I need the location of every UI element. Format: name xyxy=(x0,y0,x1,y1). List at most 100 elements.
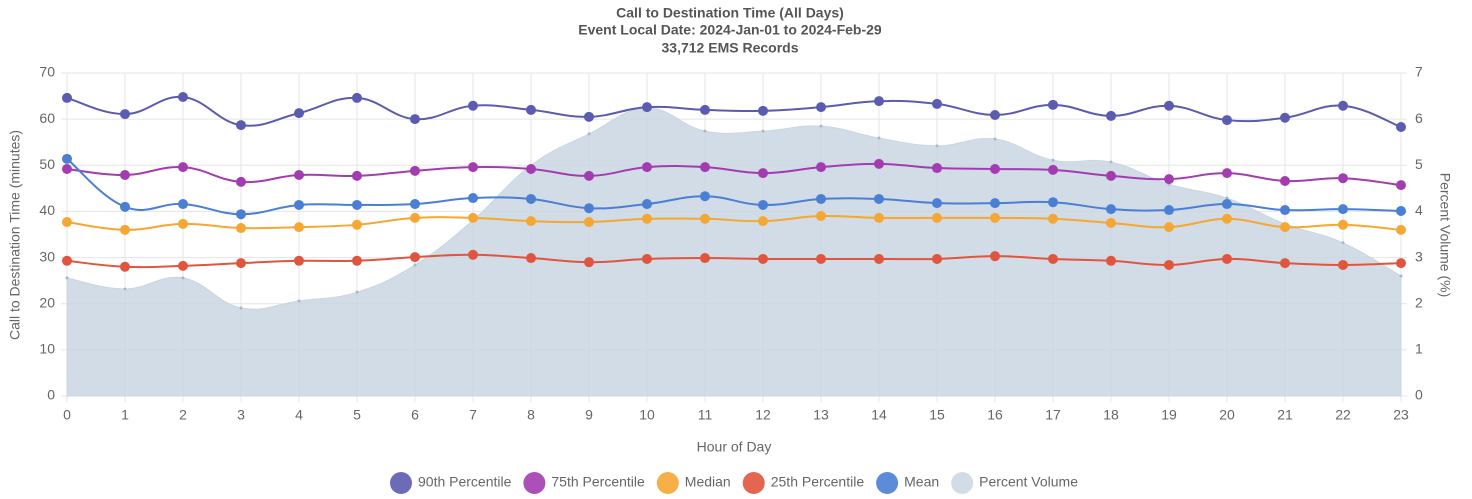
x-axis-label: Hour of Day xyxy=(697,439,772,455)
x-tick-label: 5 xyxy=(353,407,361,423)
point xyxy=(1048,164,1058,175)
area-point xyxy=(703,129,707,133)
legend-label: Median xyxy=(685,474,731,490)
point xyxy=(120,109,130,120)
point xyxy=(1280,112,1290,123)
x-tick-label: 22 xyxy=(1335,407,1351,423)
line xyxy=(66,253,1402,269)
y-tick-label: 30 xyxy=(39,248,55,264)
point xyxy=(700,104,710,115)
point xyxy=(1222,213,1232,224)
point xyxy=(874,253,884,264)
point xyxy=(526,104,536,115)
point xyxy=(642,213,652,224)
point xyxy=(700,213,710,224)
legend-label: Mean xyxy=(904,474,939,490)
chart-title: Call to Destination Time (All Days) xyxy=(616,5,844,21)
point xyxy=(932,212,942,223)
area xyxy=(66,107,1402,397)
point xyxy=(990,251,1000,262)
y-tick-label: 0 xyxy=(47,387,55,403)
point xyxy=(1106,170,1116,181)
x-tick-label: 13 xyxy=(813,407,829,423)
point xyxy=(1164,174,1174,185)
area-point xyxy=(239,306,243,310)
point xyxy=(62,255,72,266)
point xyxy=(410,199,420,210)
point xyxy=(1396,224,1406,235)
x-tick-label: 21 xyxy=(1277,407,1293,423)
point xyxy=(700,162,710,173)
point xyxy=(874,212,884,223)
y-tick-label: 10 xyxy=(39,341,55,357)
point xyxy=(236,176,246,187)
x-tick-label: 2 xyxy=(179,407,187,423)
point xyxy=(236,120,246,131)
point xyxy=(642,162,652,173)
point xyxy=(1106,204,1116,215)
area-point xyxy=(181,276,185,280)
y2-tick-label: 2 xyxy=(1415,294,1423,310)
point xyxy=(990,212,1000,223)
point xyxy=(584,203,594,214)
area-point xyxy=(297,299,301,303)
y2-axis-label: Percent Volume (%) xyxy=(1437,173,1453,298)
x-tick-label: 14 xyxy=(871,407,887,423)
point xyxy=(1338,100,1348,111)
area-point xyxy=(65,276,69,280)
point xyxy=(1048,253,1058,264)
point xyxy=(178,162,188,173)
point xyxy=(468,193,478,204)
point xyxy=(294,108,304,119)
x-tick-label: 7 xyxy=(469,407,477,423)
point xyxy=(294,199,304,210)
line xyxy=(66,214,1402,231)
x-tick-label: 23 xyxy=(1393,407,1409,423)
legend-swatch xyxy=(876,472,899,494)
point xyxy=(758,168,768,179)
point xyxy=(1164,222,1174,233)
y-tick-label: 60 xyxy=(39,110,55,126)
point xyxy=(468,212,478,223)
point xyxy=(1338,219,1348,230)
point xyxy=(758,199,768,210)
point xyxy=(526,216,536,227)
point xyxy=(1396,205,1406,216)
y2-tick-label: 0 xyxy=(1415,387,1423,403)
point xyxy=(526,253,536,264)
point xyxy=(758,253,768,264)
point xyxy=(642,199,652,210)
point xyxy=(178,260,188,271)
point xyxy=(526,163,536,174)
area-point xyxy=(1225,196,1229,200)
y-tick-label: 40 xyxy=(39,202,55,218)
area-point xyxy=(587,132,591,136)
point xyxy=(1338,173,1348,184)
point xyxy=(1396,121,1406,132)
point xyxy=(1164,205,1174,216)
point xyxy=(1106,255,1116,266)
area-point xyxy=(819,124,823,128)
point xyxy=(1048,99,1058,110)
legend-label: 75th Percentile xyxy=(551,474,645,490)
point xyxy=(816,211,826,222)
point xyxy=(294,169,304,180)
point xyxy=(1280,205,1290,216)
point xyxy=(1106,217,1116,228)
x-tick-label: 4 xyxy=(295,407,303,423)
point xyxy=(816,193,826,204)
area-point xyxy=(1341,241,1345,245)
point xyxy=(874,96,884,107)
point xyxy=(642,253,652,264)
x-tick-label: 16 xyxy=(987,407,1003,423)
legend-swatch xyxy=(951,472,974,494)
point xyxy=(932,163,942,174)
legend: 90th Percentile 75th Percentile Median 25th… xyxy=(389,472,1078,494)
point xyxy=(352,199,362,210)
point xyxy=(62,163,72,174)
y-tick-label: 50 xyxy=(39,156,55,172)
y-tick-label: 70 xyxy=(39,64,55,80)
area-point xyxy=(993,137,997,141)
point xyxy=(584,217,594,228)
